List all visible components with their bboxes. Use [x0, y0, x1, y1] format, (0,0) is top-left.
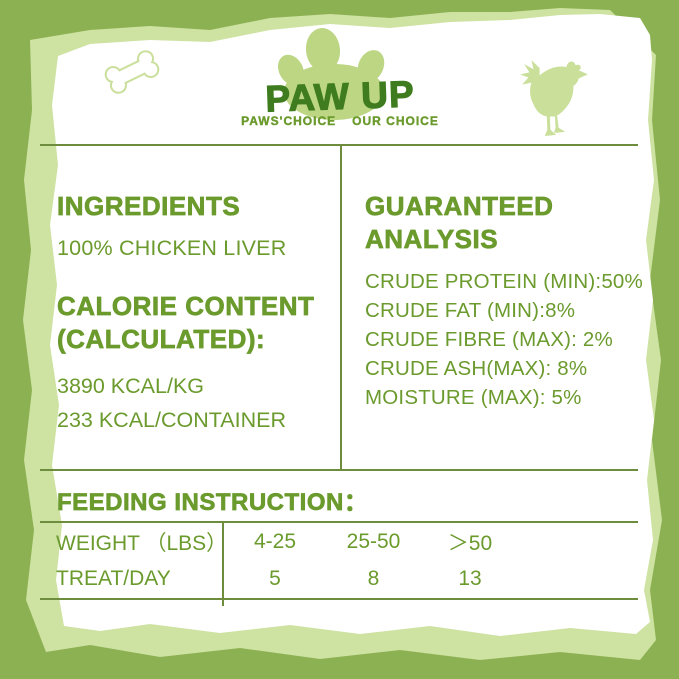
treats-per-day-3: 13	[458, 567, 482, 591]
ingredients-heading: INGREDIENTS	[57, 191, 241, 222]
feeding-table-weight-label: WEIGHT （LBS）	[56, 531, 228, 555]
analysis-item-fat: CRUDE FAT (MIN):8%	[365, 299, 576, 322]
analysis-heading-line1: GUARANTEED	[365, 191, 554, 222]
analysis-list: CRUDE PROTEIN (MIN):50% CRUDE FAT (MIN):…	[365, 267, 643, 412]
analysis-heading: GUARANTEED ANALYSIS	[365, 190, 554, 256]
tagline-right: OUR CHOICE	[352, 114, 439, 128]
analysis-item-ash: CRUDE ASH(MAX): 8%	[365, 357, 588, 380]
treats-per-day-2: 8	[367, 567, 380, 591]
header-divider	[40, 144, 638, 146]
analysis-item-fibre: CRUDE FIBRE (MAX): 2%	[365, 328, 613, 351]
analysis-item-moisture: MOISTURE (MAX): 5%	[365, 386, 582, 409]
ingredients-value: 100% CHICKEN LIVER	[57, 236, 287, 260]
analysis-item-protein: CRUDE PROTEIN (MIN):50%	[365, 270, 643, 293]
analysis-heading-line2: ANALYSIS	[365, 224, 499, 255]
bone-icon	[104, 50, 160, 94]
feeding-table-treat-label: TREAT/DAY	[56, 567, 171, 591]
calorie-heading: CALORIE CONTENT (CALCULATED):	[57, 290, 315, 356]
chicken-icon	[520, 60, 588, 136]
brand-tagline: PAWS'CHOICE OUR CHOICE	[225, 114, 455, 128]
treats-per-day-1: 5	[269, 567, 281, 591]
feeding-heading: FEEDING INSTRUCTION：	[57, 489, 369, 517]
kcal-per-kg: 3890 KCAL/KG	[57, 374, 205, 398]
weight-range-2: 25-50	[346, 529, 401, 553]
column-divider	[340, 145, 342, 470]
section-divider	[40, 469, 638, 471]
feeding-table-divider	[222, 521, 224, 606]
calorie-heading-line1: CALORIE CONTENT	[57, 291, 315, 322]
paw-print-icon	[278, 28, 385, 120]
weight-range-3: ＞50	[447, 531, 493, 555]
feeding-table: WEIGHT （LBS） 4-25 25-50 ＞50 TREAT/DAY 5 …	[40, 521, 638, 600]
torn-paper-sheet	[50, 14, 654, 636]
calorie-heading-line2: (CALCULATED):	[57, 324, 266, 355]
kcal-per-container: 233 KCAL/CONTAINER	[57, 408, 287, 432]
weight-range-1: 4-25	[253, 529, 297, 553]
calorie-values: 3890 KCAL/KG 233 KCAL/CONTAINER	[57, 369, 286, 437]
tagline-left: PAWS'CHOICE	[241, 114, 337, 128]
